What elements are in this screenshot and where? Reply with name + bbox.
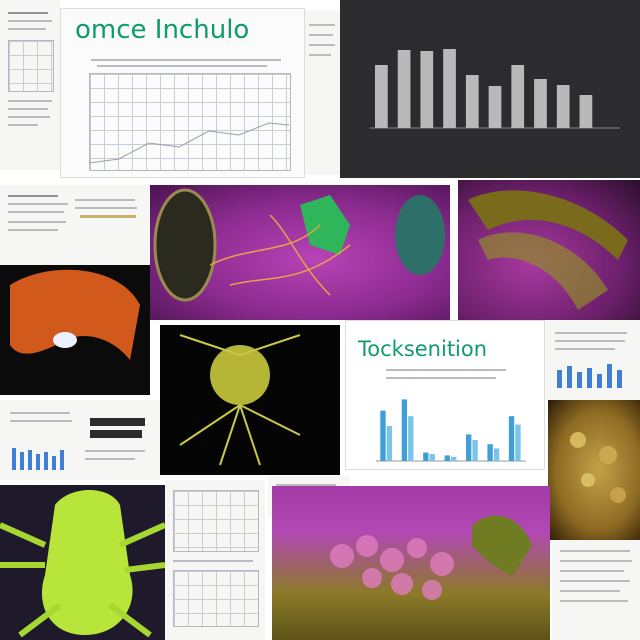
bar-0	[375, 65, 388, 128]
bar-s0-0	[380, 410, 386, 461]
magenta-tissue-image[interactable]	[458, 180, 640, 320]
line-chart-trace	[89, 122, 289, 164]
bar-s0-1	[401, 399, 408, 461]
panel-title-2: Tocksenition	[358, 337, 488, 361]
doc-thumbnail-3[interactable]	[0, 185, 150, 265]
blue-chart-paper-panel[interactable]: Tocksenition	[345, 320, 545, 470]
bar-s1-5	[493, 448, 500, 461]
bar-s1-3	[451, 456, 457, 461]
doc-thumbnail-4[interactable]	[545, 320, 640, 400]
bar-6	[511, 65, 525, 128]
bar-s1-0	[386, 426, 393, 461]
bar-s1-1	[408, 416, 414, 461]
bar-9	[579, 95, 593, 128]
bar-s0-6	[508, 416, 515, 461]
doc-thumbnail-5[interactable]	[0, 400, 160, 480]
bar-chart-1	[370, 49, 620, 129]
bar-chart-2	[376, 399, 526, 462]
bar-s1-4	[472, 440, 478, 461]
lime-anatomy-image[interactable]	[0, 485, 165, 640]
line-chart-grid	[89, 73, 291, 171]
neuron-image[interactable]	[160, 325, 340, 475]
magenta-anatomy-image[interactable]	[150, 185, 450, 320]
bar-2	[420, 51, 434, 128]
dark-bar-chart-panel[interactable]	[340, 0, 640, 178]
bar-s0-3	[444, 455, 450, 461]
bar-s0-5	[487, 444, 493, 461]
bar-s1-6	[515, 424, 521, 461]
bar-1	[397, 50, 411, 128]
bar-s1-2	[429, 454, 435, 461]
bar-7	[534, 79, 547, 128]
doc-thumbnail-8[interactable]	[552, 540, 640, 640]
doc-thumbnail-6[interactable]	[165, 480, 265, 640]
bar-s0-2	[423, 452, 429, 461]
doc-thumbnail-2[interactable]	[305, 10, 340, 175]
orange-tissue-image[interactable]	[0, 265, 150, 395]
bar-3	[443, 49, 456, 128]
bar-4	[465, 75, 479, 128]
bar-8	[556, 85, 570, 128]
chart-paper-panel[interactable]: omce Inchulo	[60, 8, 305, 178]
bar-s0-4	[466, 434, 472, 461]
doc-thumbnail-1[interactable]	[0, 0, 60, 170]
magenta-cell-tissue-image[interactable]	[272, 486, 550, 640]
yellow-tissue-image[interactable]	[548, 400, 640, 540]
panel-title: omce Inchulo	[75, 15, 250, 45]
bar-5	[488, 86, 502, 128]
